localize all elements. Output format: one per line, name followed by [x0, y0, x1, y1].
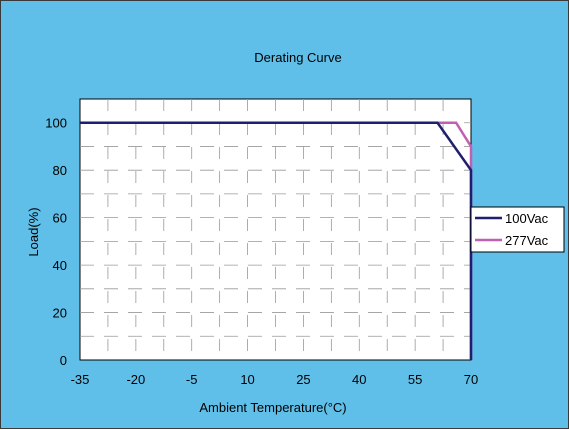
- x-tick-label: -5: [186, 372, 198, 387]
- legend-label: 100Vac: [505, 211, 549, 226]
- x-tick-label: -20: [126, 372, 145, 387]
- series-lines: [80, 121, 473, 360]
- grid: [80, 99, 471, 360]
- tick-labels: -35 -20 -5 10 25 40 55 70 0 20 40 60 80 100: [45, 116, 478, 387]
- x-tick-label: 70: [464, 372, 478, 387]
- series-line-100vac: [80, 121, 473, 360]
- y-axis-label: Load(%): [26, 207, 41, 256]
- x-tick-label: -35: [71, 372, 90, 387]
- legend-label: 277Vac: [505, 233, 549, 248]
- legend: 100Vac 277Vac: [470, 206, 565, 253]
- y-tick-label: 40: [53, 258, 67, 273]
- x-tick-label: 25: [296, 372, 310, 387]
- y-tick-label: 100: [45, 116, 67, 131]
- x-tick-label: 10: [240, 372, 254, 387]
- x-tick-label: 55: [408, 372, 422, 387]
- y-tick-label: 20: [53, 306, 67, 321]
- chart-title: Derating Curve: [254, 50, 341, 65]
- legend-box: [470, 206, 565, 253]
- x-tick-label: 40: [352, 372, 366, 387]
- y-tick-label: 0: [60, 353, 67, 368]
- x-axis-label: Ambient Temperature(°C): [199, 400, 346, 415]
- y-tick-label: 80: [53, 163, 67, 178]
- y-tick-label: 60: [53, 211, 67, 226]
